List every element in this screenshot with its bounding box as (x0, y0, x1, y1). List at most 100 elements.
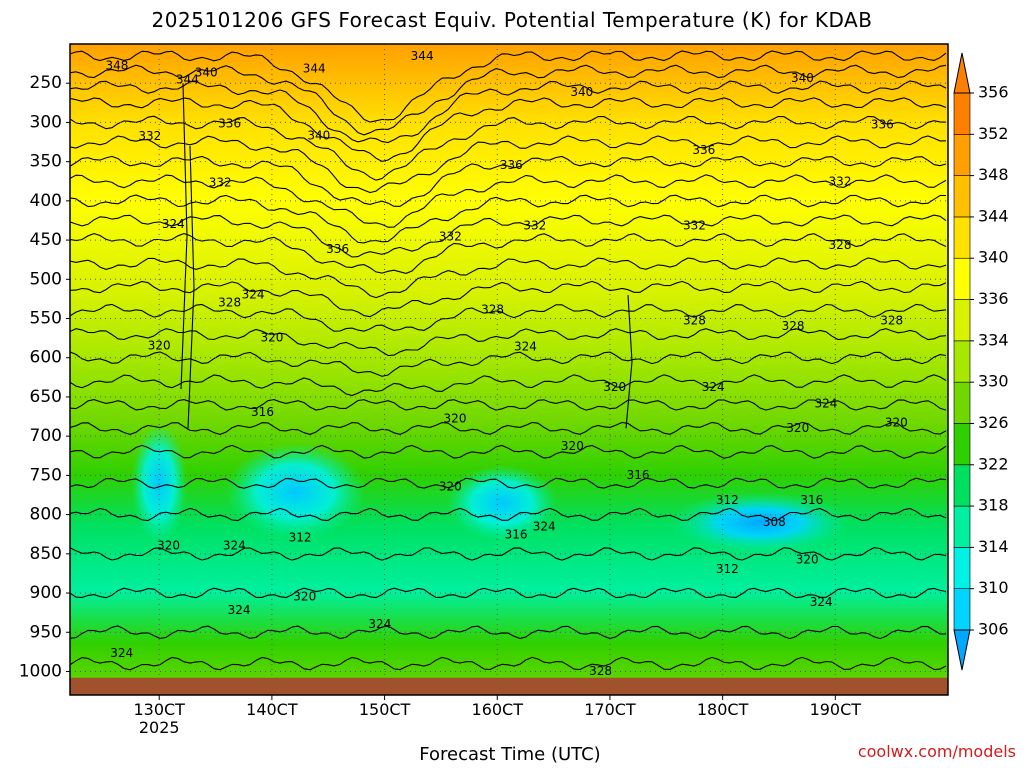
contour-line (625, 294, 633, 429)
colorbar-label: 344 (978, 206, 1009, 225)
colorbar-label: 336 (978, 289, 1009, 308)
colorbar-segment (953, 505, 971, 548)
contour-label: 320 (786, 421, 809, 435)
contour-label: 332 (829, 175, 852, 189)
colorbar-label: 306 (978, 620, 1009, 639)
contour-label: 324 (223, 538, 246, 552)
contour-label: 332 (209, 175, 232, 189)
contour-label: 340 (791, 71, 814, 85)
colorbar-segment (953, 175, 971, 218)
colorbar-label: 352 (978, 124, 1009, 143)
colorbar-segment (953, 423, 971, 466)
theta-e-field (70, 44, 948, 695)
contour-label: 332 (683, 218, 706, 232)
contour-label: 336 (500, 158, 523, 172)
y-tick-label: 900 (30, 583, 62, 603)
contour-label: 328 (481, 302, 504, 316)
contour-line (70, 97, 947, 162)
contour-line (70, 155, 947, 207)
contour-line (70, 303, 947, 332)
contour-label: 336 (326, 242, 349, 256)
contour-line (70, 374, 947, 397)
x-tick-label: 180CT (697, 700, 749, 719)
y-tick-label: 850 (30, 544, 62, 564)
contour-label: 320 (885, 415, 908, 429)
cold-pool-18oct (670, 492, 851, 553)
contour-line (70, 507, 947, 522)
contour-label: 328 (829, 238, 852, 252)
y-tick-label: 750 (30, 465, 62, 485)
cold-pool-16oct (446, 464, 557, 541)
colorbar-bottom-arrow (953, 629, 971, 671)
contour-label: 316 (251, 405, 274, 419)
contour-line (70, 115, 947, 181)
y-tick-label: 400 (30, 191, 62, 211)
contour-label: 332 (138, 129, 161, 143)
y-tick-label: 350 (30, 152, 62, 172)
y-tick-label: 1000 (19, 661, 62, 681)
contour-label: 324 (110, 646, 133, 660)
colorbar-label: 310 (978, 578, 1009, 597)
contour-line (70, 587, 947, 599)
contour-line (70, 135, 947, 194)
contour-label: 320 (293, 589, 316, 603)
contour-label: 344 (411, 49, 434, 63)
contour-line (70, 174, 947, 228)
contour-label: 316 (505, 527, 528, 541)
contour-label: 308 (763, 515, 786, 529)
contour-label: 320 (260, 331, 283, 345)
contour-label: 336 (692, 143, 715, 157)
colorbar-label: 348 (978, 165, 1009, 184)
y-tick-label: 600 (30, 348, 62, 368)
colorbar-segment (953, 588, 971, 631)
contour-line (70, 214, 947, 258)
colorbar-segment (953, 92, 971, 135)
contour-label: 324 (162, 217, 185, 231)
contour-label: 320 (444, 411, 467, 425)
colorbar-segment (953, 547, 971, 589)
contour-label: 324 (533, 520, 556, 534)
contour-line (70, 257, 947, 299)
contour-label: 316 (800, 493, 823, 507)
y-tick-label: 300 (30, 112, 62, 132)
y-tick-label: 550 (30, 309, 62, 329)
contour-label: 324 (368, 617, 391, 631)
contour-label: 328 (782, 319, 805, 333)
contour-line (70, 233, 947, 274)
contour-line (70, 625, 947, 640)
y-tick-label: 450 (30, 230, 62, 250)
contour-line (70, 547, 947, 561)
ground-surface (70, 677, 948, 695)
x-tick-label: 170CT (584, 700, 636, 719)
colorbar-label: 318 (978, 496, 1009, 515)
x-tick-label: 150CT (359, 700, 411, 719)
contour-label: 328 (683, 313, 706, 327)
contour-line (70, 280, 947, 318)
contour-label: 332 (439, 229, 462, 243)
contour-line (180, 83, 188, 390)
x-tick-label: 130CT (133, 700, 185, 719)
x-tick-label: 140CT (246, 700, 298, 719)
contour-label: 312 (289, 531, 312, 545)
contour-line (187, 145, 195, 429)
y-tick-label: 700 (30, 426, 62, 446)
y-axis: 250 300 350 400 450 500 550 600 650 700 750 800 850 9… (19, 73, 70, 681)
cold-pool-14oct (225, 443, 366, 540)
contour-line (70, 477, 947, 489)
contour-line (70, 328, 947, 357)
contour-label: 312 (716, 493, 739, 507)
contour-label: 328 (880, 313, 903, 327)
contour-line (70, 50, 947, 123)
y-tick-label: 650 (30, 387, 62, 407)
contour-label: 340 (195, 66, 218, 80)
colorbar-segment (953, 134, 971, 176)
contour-label: 324 (242, 287, 265, 301)
contour-label: 320 (603, 380, 626, 394)
colorbar-segment (953, 381, 971, 424)
contour-label: 336 (218, 117, 241, 131)
contour-label: 336 (871, 117, 894, 131)
colorbar-segment (953, 340, 971, 383)
